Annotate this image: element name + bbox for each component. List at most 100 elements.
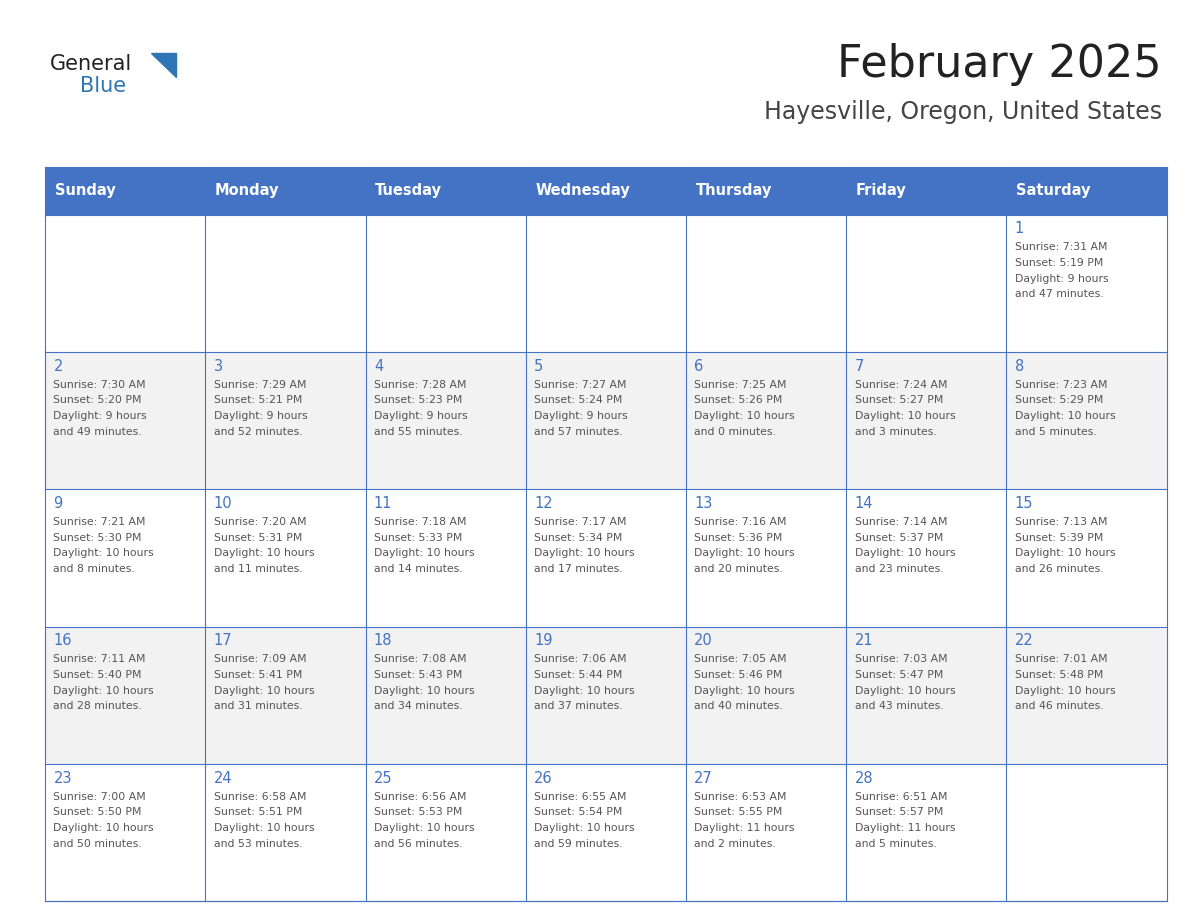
Text: Sunset: 5:24 PM: Sunset: 5:24 PM	[535, 396, 623, 405]
Text: and 14 minutes.: and 14 minutes.	[374, 564, 462, 574]
Text: 10: 10	[214, 496, 233, 511]
Text: Daylight: 9 hours: Daylight: 9 hours	[374, 411, 468, 420]
Text: Sunrise: 7:30 AM: Sunrise: 7:30 AM	[53, 380, 146, 389]
Text: Sunset: 5:55 PM: Sunset: 5:55 PM	[694, 807, 783, 817]
Text: and 56 minutes.: and 56 minutes.	[374, 838, 462, 848]
Bar	[685, 764, 846, 901]
Bar	[366, 764, 526, 901]
Bar	[846, 215, 1006, 353]
Text: 20: 20	[694, 633, 713, 648]
Text: and 11 minutes.: and 11 minutes.	[214, 564, 302, 574]
Text: Thursday: Thursday	[695, 184, 772, 198]
Text: 28: 28	[854, 770, 873, 786]
Text: Sunset: 5:46 PM: Sunset: 5:46 PM	[694, 670, 783, 680]
Text: Sunset: 5:21 PM: Sunset: 5:21 PM	[214, 396, 302, 405]
Bar	[45, 764, 206, 901]
Text: Sunset: 5:37 PM: Sunset: 5:37 PM	[854, 532, 943, 543]
Text: Daylight: 10 hours: Daylight: 10 hours	[694, 548, 795, 558]
Text: Sunset: 5:30 PM: Sunset: 5:30 PM	[53, 532, 141, 543]
Text: Sunrise: 7:24 AM: Sunrise: 7:24 AM	[854, 380, 947, 389]
Text: Sunset: 5:50 PM: Sunset: 5:50 PM	[53, 807, 141, 817]
Bar	[45, 627, 206, 764]
Text: Sunrise: 7:20 AM: Sunrise: 7:20 AM	[214, 517, 307, 527]
Text: and 53 minutes.: and 53 minutes.	[214, 838, 302, 848]
Text: and 5 minutes.: and 5 minutes.	[854, 838, 936, 848]
Text: 8: 8	[1015, 359, 1024, 374]
Text: and 47 minutes.: and 47 minutes.	[1015, 289, 1104, 299]
Text: Daylight: 10 hours: Daylight: 10 hours	[214, 548, 315, 558]
Text: 21: 21	[854, 633, 873, 648]
Text: 9: 9	[53, 496, 63, 511]
Text: Sunrise: 6:55 AM: Sunrise: 6:55 AM	[535, 791, 626, 801]
Text: Sunset: 5:27 PM: Sunset: 5:27 PM	[854, 396, 943, 405]
Text: Sunrise: 7:21 AM: Sunrise: 7:21 AM	[53, 517, 146, 527]
Text: Daylight: 10 hours: Daylight: 10 hours	[854, 411, 955, 420]
Text: Daylight: 9 hours: Daylight: 9 hours	[214, 411, 308, 420]
Bar	[846, 489, 1006, 627]
Text: and 23 minutes.: and 23 minutes.	[854, 564, 943, 574]
Text: Sunrise: 7:00 AM: Sunrise: 7:00 AM	[53, 791, 146, 801]
Bar	[685, 627, 846, 764]
Text: Friday: Friday	[855, 184, 906, 198]
Text: and 57 minutes.: and 57 minutes.	[535, 427, 623, 436]
Text: Daylight: 10 hours: Daylight: 10 hours	[53, 823, 154, 833]
Text: 22: 22	[1015, 633, 1034, 648]
Text: Daylight: 10 hours: Daylight: 10 hours	[854, 686, 955, 696]
Text: Daylight: 10 hours: Daylight: 10 hours	[53, 686, 154, 696]
Text: Daylight: 10 hours: Daylight: 10 hours	[694, 686, 795, 696]
Text: 17: 17	[214, 633, 233, 648]
Text: Daylight: 10 hours: Daylight: 10 hours	[854, 548, 955, 558]
Text: Sunset: 5:29 PM: Sunset: 5:29 PM	[1015, 396, 1104, 405]
Text: Daylight: 10 hours: Daylight: 10 hours	[535, 548, 634, 558]
Text: Sunset: 5:36 PM: Sunset: 5:36 PM	[694, 532, 783, 543]
Text: and 26 minutes.: and 26 minutes.	[1015, 564, 1104, 574]
Text: 2: 2	[53, 359, 63, 374]
Text: Sunset: 5:48 PM: Sunset: 5:48 PM	[1015, 670, 1104, 680]
Text: and 59 minutes.: and 59 minutes.	[535, 838, 623, 848]
Text: Sunset: 5:43 PM: Sunset: 5:43 PM	[374, 670, 462, 680]
Bar	[685, 167, 846, 215]
Bar	[366, 167, 526, 215]
Text: and 0 minutes.: and 0 minutes.	[694, 427, 776, 436]
Text: Sunset: 5:39 PM: Sunset: 5:39 PM	[1015, 532, 1104, 543]
Text: and 55 minutes.: and 55 minutes.	[374, 427, 462, 436]
Text: Daylight: 9 hours: Daylight: 9 hours	[53, 411, 147, 420]
Text: Sunset: 5:40 PM: Sunset: 5:40 PM	[53, 670, 141, 680]
Bar	[685, 489, 846, 627]
Bar	[526, 764, 685, 901]
Bar	[846, 353, 1006, 489]
Text: 1: 1	[1015, 221, 1024, 236]
Bar	[206, 764, 366, 901]
Text: Sunrise: 7:28 AM: Sunrise: 7:28 AM	[374, 380, 467, 389]
Bar	[685, 215, 846, 353]
Text: Sunrise: 6:58 AM: Sunrise: 6:58 AM	[214, 791, 307, 801]
Text: Sunrise: 7:29 AM: Sunrise: 7:29 AM	[214, 380, 307, 389]
Text: 18: 18	[374, 633, 392, 648]
Text: 16: 16	[53, 633, 72, 648]
Text: 23: 23	[53, 770, 72, 786]
Text: Tuesday: Tuesday	[375, 184, 442, 198]
Text: Sunrise: 7:16 AM: Sunrise: 7:16 AM	[694, 517, 786, 527]
Text: Sunrise: 7:03 AM: Sunrise: 7:03 AM	[854, 655, 947, 665]
Text: Daylight: 10 hours: Daylight: 10 hours	[374, 686, 474, 696]
Text: Sunrise: 7:23 AM: Sunrise: 7:23 AM	[1015, 380, 1107, 389]
Bar	[366, 215, 526, 353]
Text: February 2025: February 2025	[838, 43, 1162, 85]
Text: Sunset: 5:53 PM: Sunset: 5:53 PM	[374, 807, 462, 817]
Text: Daylight: 10 hours: Daylight: 10 hours	[53, 548, 154, 558]
Text: 6: 6	[694, 359, 703, 374]
Text: 5: 5	[535, 359, 543, 374]
Text: and 43 minutes.: and 43 minutes.	[854, 701, 943, 711]
Text: Saturday: Saturday	[1016, 184, 1091, 198]
Text: Sunrise: 6:51 AM: Sunrise: 6:51 AM	[854, 791, 947, 801]
Text: 24: 24	[214, 770, 233, 786]
Bar	[1006, 627, 1167, 764]
Bar	[206, 215, 366, 353]
Text: 7: 7	[854, 359, 864, 374]
Text: Daylight: 10 hours: Daylight: 10 hours	[694, 411, 795, 420]
Bar	[1006, 215, 1167, 353]
Bar	[526, 353, 685, 489]
Text: Daylight: 10 hours: Daylight: 10 hours	[1015, 686, 1116, 696]
Text: Daylight: 10 hours: Daylight: 10 hours	[1015, 411, 1116, 420]
Text: Sunset: 5:20 PM: Sunset: 5:20 PM	[53, 396, 141, 405]
